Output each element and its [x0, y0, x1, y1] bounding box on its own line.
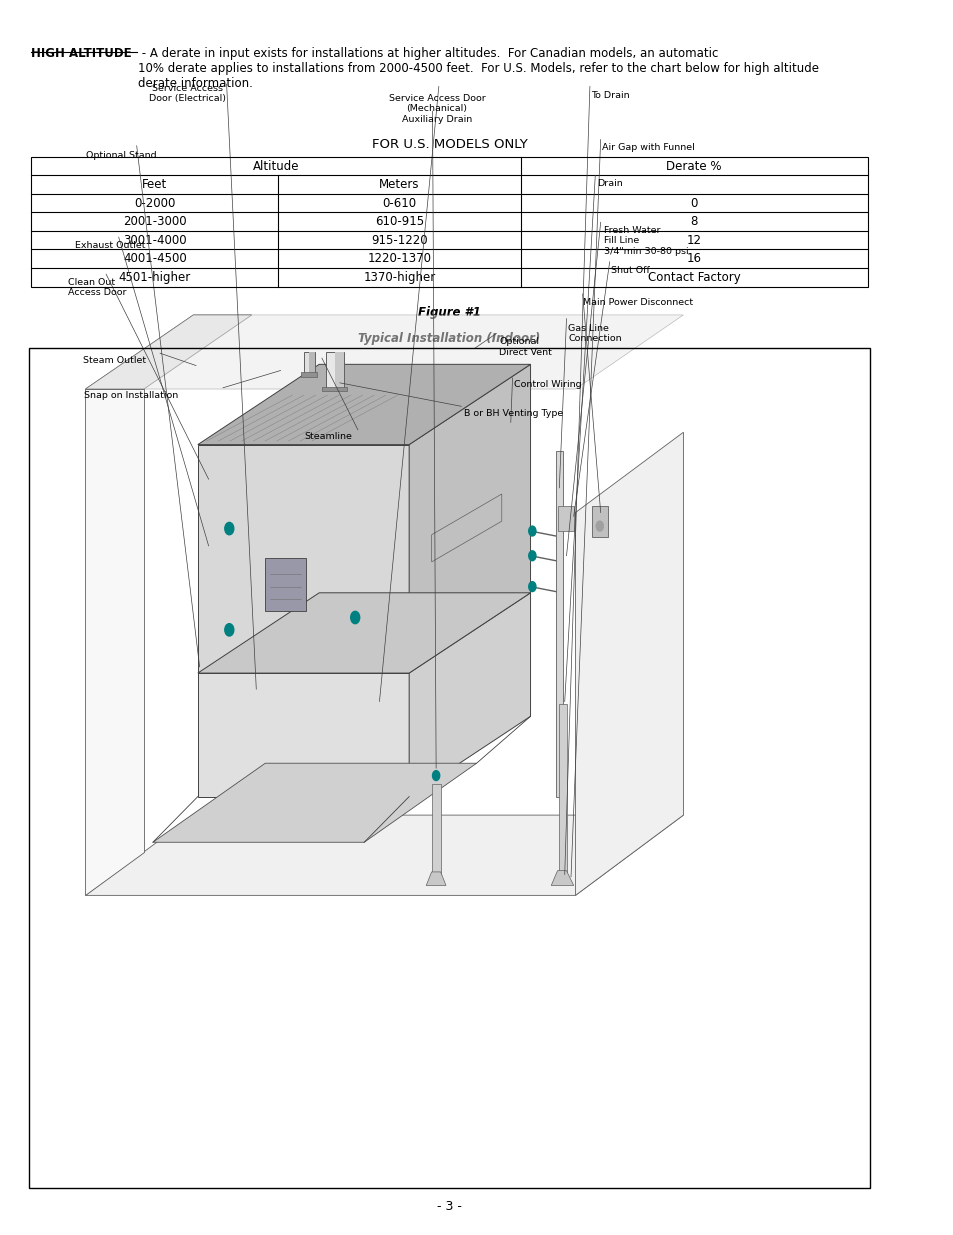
Text: Air Gap with Funnel: Air Gap with Funnel [602, 143, 695, 152]
Polygon shape [197, 445, 409, 673]
Polygon shape [426, 872, 446, 885]
Text: 4501-higher: 4501-higher [118, 270, 191, 284]
Text: Optional Stand: Optional Stand [86, 151, 157, 159]
Text: 4001-4500: 4001-4500 [123, 252, 187, 266]
Text: 915-1220: 915-1220 [371, 233, 427, 247]
Text: Figure #1: Figure #1 [417, 306, 480, 320]
Text: Feet: Feet [142, 178, 168, 191]
Polygon shape [152, 763, 476, 842]
Text: 0-2000: 0-2000 [134, 196, 175, 210]
Polygon shape [575, 432, 682, 895]
Polygon shape [86, 315, 682, 389]
Polygon shape [265, 558, 305, 611]
Polygon shape [558, 704, 566, 877]
Polygon shape [431, 784, 440, 881]
Text: Fresh Water
Fill Line
3/4"min 30-80 psi: Fresh Water Fill Line 3/4"min 30-80 psi [603, 226, 688, 256]
Text: To Drain: To Drain [590, 91, 629, 100]
Polygon shape [321, 387, 347, 391]
Polygon shape [409, 364, 530, 673]
Text: Service Access
Door (Electrical): Service Access Door (Electrical) [149, 84, 225, 104]
Text: Exhaust Outlet: Exhaust Outlet [74, 241, 145, 249]
Text: Control Wiring: Control Wiring [514, 380, 581, 389]
Polygon shape [591, 506, 607, 537]
Circle shape [351, 611, 359, 624]
Polygon shape [86, 315, 252, 389]
Text: 12: 12 [686, 233, 701, 247]
Text: 1220-1370: 1220-1370 [367, 252, 431, 266]
Polygon shape [197, 364, 530, 445]
Text: Drain: Drain [597, 179, 622, 188]
Polygon shape [409, 593, 530, 797]
Circle shape [596, 521, 602, 531]
Text: - 3 -: - 3 - [436, 1199, 461, 1213]
Polygon shape [557, 506, 573, 531]
Polygon shape [556, 451, 562, 797]
Text: 1370-higher: 1370-higher [363, 270, 436, 284]
Text: Steam Outlet: Steam Outlet [83, 356, 146, 364]
Polygon shape [86, 389, 144, 895]
Text: 16: 16 [686, 252, 701, 266]
Polygon shape [309, 352, 314, 373]
Text: Optional
Direct Vent: Optional Direct Vent [498, 337, 552, 357]
Polygon shape [197, 593, 530, 673]
Circle shape [528, 526, 536, 536]
Text: HIGH ALTITUDE: HIGH ALTITUDE [31, 47, 132, 61]
Text: 610-915: 610-915 [375, 215, 423, 228]
Text: Auxiliary Drain: Auxiliary Drain [401, 115, 472, 124]
Text: Steamline: Steamline [304, 432, 352, 441]
Text: Clean Out
Access Door: Clean Out Access Door [69, 278, 127, 298]
Text: FOR U.S. MODELS ONLY: FOR U.S. MODELS ONLY [372, 138, 527, 152]
Text: Altitude: Altitude [253, 159, 299, 173]
Polygon shape [431, 494, 501, 562]
Circle shape [432, 771, 439, 781]
Polygon shape [335, 352, 343, 388]
Text: Contact Factory: Contact Factory [647, 270, 740, 284]
Polygon shape [197, 673, 409, 797]
Text: Shut Off: Shut Off [611, 266, 650, 274]
Text: 0: 0 [690, 196, 698, 210]
Text: Typical Installation (Indoor): Typical Installation (Indoor) [358, 332, 540, 346]
Text: B or BH Venting Type: B or BH Venting Type [463, 409, 562, 417]
Text: Service Access Door
(Mechanical): Service Access Door (Mechanical) [388, 94, 485, 114]
Circle shape [225, 522, 233, 535]
Polygon shape [325, 352, 343, 388]
Polygon shape [301, 372, 317, 377]
Text: Gas Line
Connection: Gas Line Connection [568, 324, 621, 343]
Text: 3001-4000: 3001-4000 [123, 233, 187, 247]
Text: 2001-3000: 2001-3000 [123, 215, 187, 228]
Text: 8: 8 [690, 215, 698, 228]
Polygon shape [304, 352, 314, 373]
Text: Meters: Meters [378, 178, 419, 191]
Circle shape [225, 624, 233, 636]
Text: Snap on Installation: Snap on Installation [84, 391, 178, 400]
Text: Main Power Disconnect: Main Power Disconnect [582, 298, 692, 306]
Polygon shape [86, 815, 682, 895]
Polygon shape [551, 871, 573, 885]
Circle shape [528, 551, 536, 561]
Text: Derate %: Derate % [666, 159, 721, 173]
Text: - A derate in input exists for installations at higher altitudes.  For Canadian : - A derate in input exists for installat… [137, 47, 818, 90]
Text: 0-610: 0-610 [382, 196, 416, 210]
Circle shape [528, 582, 536, 592]
